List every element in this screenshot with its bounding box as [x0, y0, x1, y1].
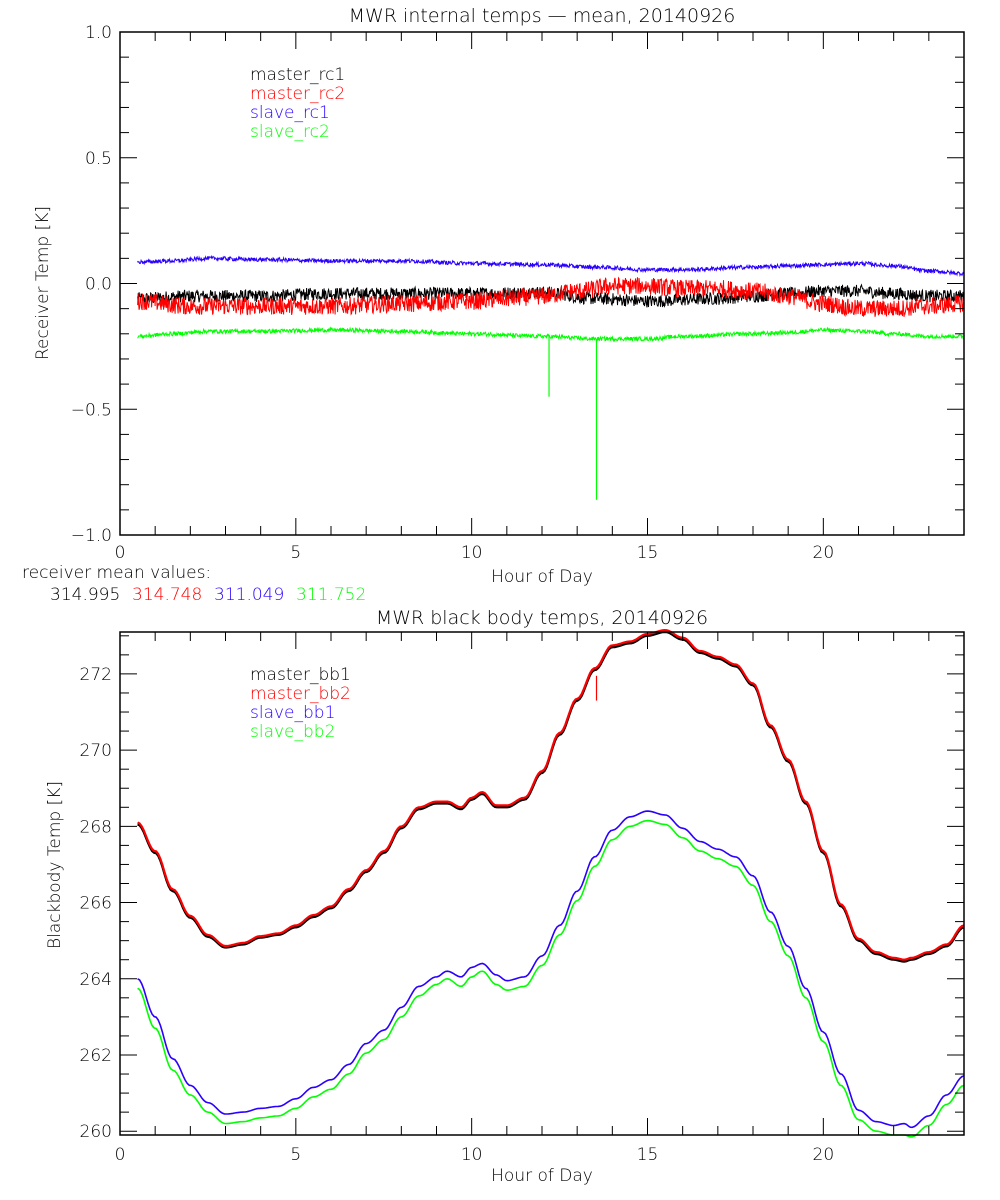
x-tick-label: 5 [290, 543, 301, 563]
receiver-mean-value: 311.752 [296, 585, 366, 605]
plot-frame [119, 631, 965, 1136]
x-tick-label: 15 [637, 1145, 659, 1165]
series-line-master_bb2 [137, 628, 965, 961]
y-tick-label: 270 [80, 741, 112, 761]
receiver-mean-label: receiver mean values: [22, 563, 211, 583]
series-line-slave_rc2 [137, 326, 965, 343]
legend-entry-master_rc1: master_rc1 [250, 65, 345, 85]
legend-entry-slave_rc2: slave_rc2 [250, 122, 330, 142]
plot-area [137, 254, 965, 500]
series-line-slave_bb1 [137, 810, 965, 1129]
legend-entry-master_rc2: master_rc2 [250, 84, 345, 104]
x-tick-label: 0 [115, 1145, 126, 1165]
axes: 0 5 10 15 20 −1.0 −0.5 0.0 0.5 1.0 [71, 23, 965, 563]
y-tick-label: 1.0 [85, 23, 112, 43]
chart-title: MWR internal temps — mean, 20140926 [349, 5, 736, 27]
x-tick-label: 10 [461, 543, 483, 563]
legend-entry-master_bb2: master_bb2 [250, 684, 351, 704]
y-tick-label: 272 [80, 665, 112, 685]
series-line-slave_rc1 [137, 254, 965, 278]
receiver-mean-value: 311.049 [214, 585, 284, 605]
y-tick-label: −0.5 [71, 400, 112, 420]
x-axis-label: Hour of Day [491, 567, 593, 587]
y-tick-label: 262 [80, 1046, 112, 1066]
plot-area [137, 628, 965, 1138]
series-line-master_rc2 [137, 276, 965, 318]
y-tick-label: 0.5 [85, 149, 112, 169]
y-tick-label: −1.0 [71, 526, 112, 546]
x-tick-label: 0 [115, 543, 126, 563]
receiver-mean-value: 314.995 [50, 585, 120, 605]
legend-entry-slave_bb1: slave_bb1 [250, 703, 335, 723]
x-tick-label: 10 [461, 1145, 483, 1165]
y-tick-label: 266 [80, 894, 112, 914]
x-tick-label: 20 [813, 543, 835, 563]
y-tick-label: 264 [80, 970, 112, 990]
legend-entry-slave_bb2: slave_bb2 [250, 722, 335, 742]
chart-title: MWR black body temps, 20140926 [376, 607, 708, 629]
x-axis-label: Hour of Day [491, 1166, 593, 1186]
series-line-slave_bb2 [137, 819, 965, 1138]
y-axis-label: Blackbody Temp [K] [45, 781, 65, 949]
y-tick-label: 260 [80, 1122, 112, 1142]
series-line-master_rc1 [137, 283, 965, 308]
blackbody-temp-panel: MWR black body temps, 20140926 Hour of D… [45, 607, 965, 1186]
axes: 0 5 10 15 20 260 262 264 266 268 270 272 [80, 631, 965, 1165]
x-tick-label: 20 [813, 1145, 835, 1165]
receiver-temp-panel: MWR internal temps — mean, 20140926 Hour… [22, 5, 965, 605]
x-tick-label: 15 [637, 543, 659, 563]
receiver-mean-values: 314.995 314.748 311.049 311.752 [50, 585, 366, 605]
y-axis-label: Receiver Temp [K] [33, 206, 53, 360]
plot-frame [119, 31, 965, 536]
receiver-mean-value: 314.748 [132, 585, 202, 605]
y-tick-label: 0.0 [85, 275, 112, 295]
legend-entry-master_bb1: master_bb1 [250, 665, 351, 685]
legend-entry-slave_rc1: slave_rc1 [250, 103, 330, 123]
y-tick-label: 268 [80, 817, 112, 837]
x-tick-label: 5 [290, 1145, 301, 1165]
